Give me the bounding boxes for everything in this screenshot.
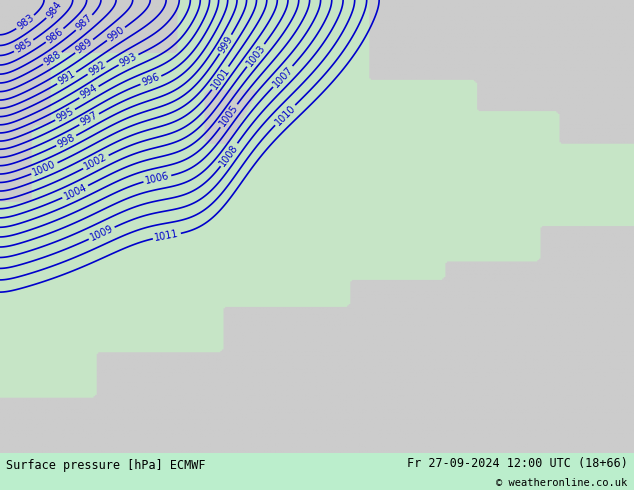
Text: 1000: 1000 xyxy=(31,159,58,178)
Text: 1005: 1005 xyxy=(217,103,240,129)
Text: Surface pressure [hPa] ECMWF: Surface pressure [hPa] ECMWF xyxy=(6,459,206,471)
Text: 997: 997 xyxy=(79,110,100,128)
Text: 988: 988 xyxy=(42,49,63,68)
Text: 1002: 1002 xyxy=(82,152,109,172)
Text: 998: 998 xyxy=(56,132,77,149)
Text: 984: 984 xyxy=(44,0,63,20)
Text: © weatheronline.co.uk: © weatheronline.co.uk xyxy=(496,478,628,488)
Text: 999: 999 xyxy=(217,34,235,54)
Text: 995: 995 xyxy=(55,106,75,123)
Text: 985: 985 xyxy=(13,37,34,55)
Text: 983: 983 xyxy=(15,13,36,32)
Text: Fr 27-09-2024 12:00 UTC (18+66): Fr 27-09-2024 12:00 UTC (18+66) xyxy=(407,457,628,470)
Text: 991: 991 xyxy=(56,69,77,87)
Text: 1006: 1006 xyxy=(145,171,171,186)
Text: 989: 989 xyxy=(74,37,94,56)
Text: 1010: 1010 xyxy=(273,103,297,127)
Text: 994: 994 xyxy=(79,83,100,101)
Text: 992: 992 xyxy=(87,59,108,77)
Text: 990: 990 xyxy=(106,24,126,43)
Text: 1008: 1008 xyxy=(218,142,240,168)
Text: 1001: 1001 xyxy=(209,65,231,91)
Text: 993: 993 xyxy=(118,51,139,69)
Text: 1003: 1003 xyxy=(244,43,267,68)
Text: 987: 987 xyxy=(74,13,94,33)
Text: 1004: 1004 xyxy=(62,182,89,201)
Text: 1009: 1009 xyxy=(89,223,115,243)
Text: 996: 996 xyxy=(141,72,161,88)
Text: 1011: 1011 xyxy=(154,229,180,243)
Text: 986: 986 xyxy=(44,26,65,45)
Text: 1007: 1007 xyxy=(271,64,295,89)
